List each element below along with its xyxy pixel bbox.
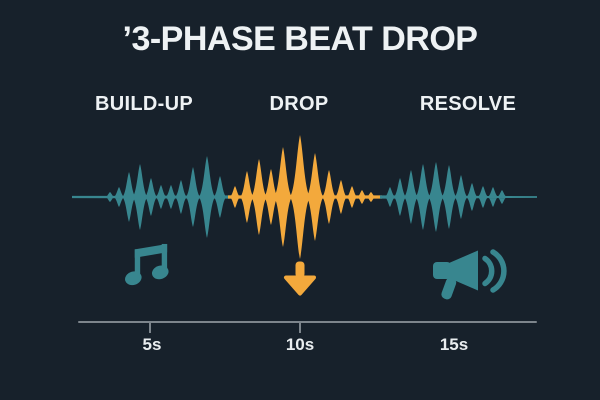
timeline-axis [78, 321, 537, 323]
music-note-icon [125, 243, 169, 286]
timeline-tick-10s [299, 322, 301, 333]
megaphone-icon [433, 249, 507, 300]
page-title: ’3-PHASE BEAT DROP [122, 20, 478, 58]
timeline-label-5s: 5s [142, 335, 162, 354]
phase-label-build-up: BUILD-UP [95, 93, 193, 115]
phase-label-drop: DROP [269, 93, 329, 115]
megaphone-handle [441, 277, 457, 300]
waveform-section-resolve [380, 162, 537, 232]
timeline-label-15s: 15s [439, 335, 469, 354]
megaphone-mouthpiece [433, 262, 451, 279]
phase-label-resolve: RESOLVE [419, 93, 517, 115]
megaphone-bell [449, 250, 478, 291]
waveform-section-drop [228, 135, 382, 259]
timeline-label-10s: 10s [285, 335, 315, 354]
down-arrow-icon [284, 261, 316, 296]
sound-waves-icon [482, 249, 507, 293]
timeline-tick-5s [149, 322, 151, 333]
waveform-section-build-up [72, 156, 232, 238]
